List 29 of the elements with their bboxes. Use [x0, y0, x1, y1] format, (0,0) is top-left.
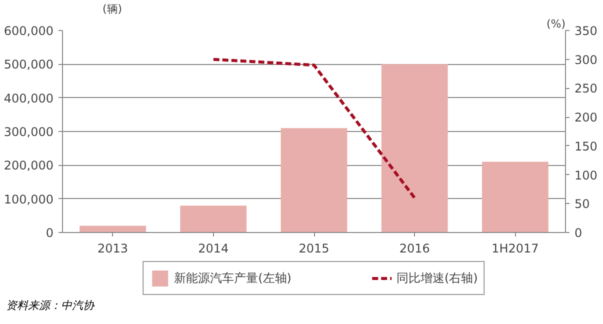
- bar: [381, 64, 448, 232]
- y-tick-label: 400,000: [4, 91, 54, 106]
- x-tick-label: 2014: [198, 242, 229, 256]
- x-tick-label: 2016: [399, 242, 430, 256]
- y2-axis-title: (%): [546, 18, 566, 30]
- y-tick-label: 500,000: [4, 58, 54, 72]
- y2-tick-label: 150: [574, 139, 598, 154]
- x-tick-label: 2015: [298, 242, 330, 256]
- y2-tick-label: 200: [574, 110, 598, 125]
- x-tick-label: 2013: [98, 242, 128, 256]
- legend-label: 新能源汽车产量(左轴): [174, 270, 292, 286]
- y-tick-label: 100,000: [4, 192, 54, 206]
- text: 资料来源：中汽协: [6, 298, 94, 314]
- y2-tick-label: 100: [574, 168, 598, 182]
- bar: [482, 162, 548, 232]
- y2-tick-label: 0: [574, 226, 582, 240]
- y2-tick-label: 350: [574, 24, 598, 38]
- bar: [180, 206, 247, 232]
- y-tick-label: 600,000: [4, 24, 54, 38]
- y-axis-title: (辆): [102, 2, 122, 16]
- y2-tick-label: 300: [574, 52, 598, 67]
- y-tick-label: 300,000: [4, 125, 54, 139]
- y-tick-label: 200,000: [4, 158, 54, 173]
- legend-label: 同比增速(右轴): [396, 270, 478, 286]
- y-tick-label: 0: [46, 226, 54, 240]
- x-tick-label: 1H2017: [492, 242, 539, 256]
- y2-tick-label: 50: [574, 197, 590, 212]
- bar: [280, 128, 348, 232]
- y2-tick-label: 250: [574, 82, 598, 96]
